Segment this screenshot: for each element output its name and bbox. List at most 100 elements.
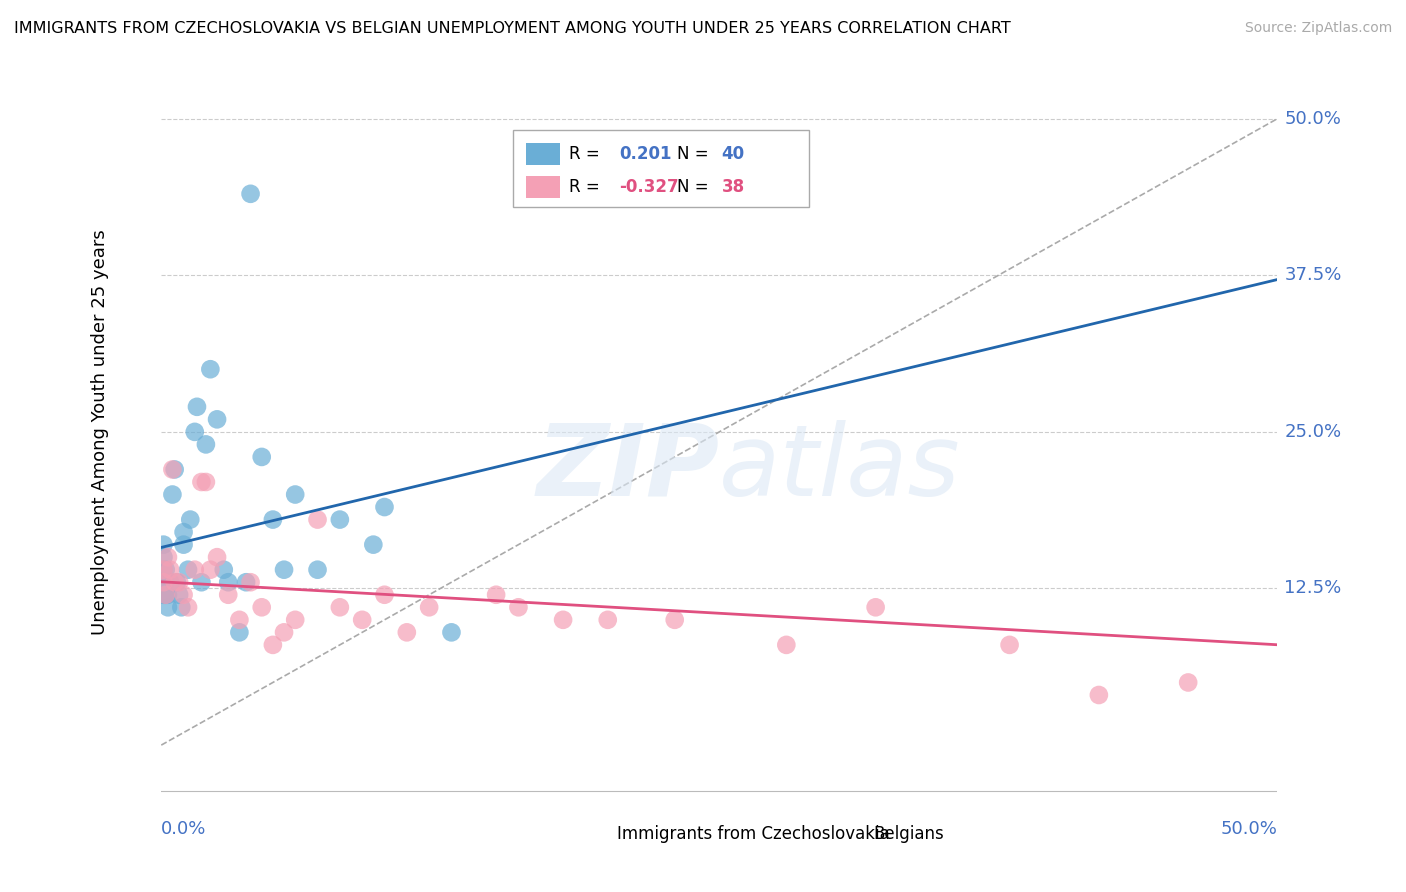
Point: [239, 186, 262, 201]
Point: [186, 400, 208, 414]
Point: [173, 538, 195, 552]
Point: [152, 588, 174, 602]
Point: [775, 638, 797, 652]
Text: -0.327: -0.327: [619, 178, 679, 196]
Point: [155, 588, 177, 602]
Point: [373, 500, 395, 514]
Text: 38: 38: [721, 178, 745, 196]
Text: N =: N =: [676, 178, 714, 196]
Point: [177, 563, 200, 577]
Point: [373, 588, 395, 602]
FancyBboxPatch shape: [513, 130, 808, 207]
Point: [1177, 675, 1199, 690]
Point: [194, 437, 217, 451]
Text: Immigrants from Czechoslovakia: Immigrants from Czechoslovakia: [617, 825, 890, 844]
Text: N =: N =: [676, 145, 714, 163]
Point: [184, 425, 207, 439]
Point: [167, 588, 190, 602]
Point: [194, 475, 217, 489]
Point: [166, 575, 188, 590]
Point: [152, 575, 174, 590]
Point: [159, 575, 181, 590]
Point: [190, 475, 212, 489]
Text: R =: R =: [568, 178, 605, 196]
Point: [352, 613, 374, 627]
Text: 37.5%: 37.5%: [1285, 266, 1341, 285]
Point: [170, 600, 193, 615]
Point: [155, 575, 177, 590]
Text: 40: 40: [721, 145, 745, 163]
Point: [190, 575, 212, 590]
Point: [217, 575, 239, 590]
Point: [329, 512, 352, 526]
Point: [664, 613, 686, 627]
Point: [156, 588, 179, 602]
Text: ZIP: ZIP: [536, 420, 720, 516]
Point: [418, 600, 440, 615]
Point: [551, 613, 574, 627]
Point: [212, 563, 235, 577]
Point: [508, 600, 530, 615]
Text: 0.201: 0.201: [619, 145, 672, 163]
Point: [228, 625, 250, 640]
Point: [177, 600, 200, 615]
Point: [179, 512, 201, 526]
Text: 12.5%: 12.5%: [1285, 580, 1341, 598]
Point: [284, 613, 307, 627]
Point: [596, 613, 619, 627]
Point: [162, 462, 184, 476]
Text: Unemployment Among Youth under 25 years: Unemployment Among Youth under 25 years: [91, 229, 108, 635]
Point: [307, 512, 329, 526]
Point: [440, 625, 463, 640]
Point: [250, 600, 273, 615]
Point: [273, 563, 295, 577]
Point: [205, 550, 228, 565]
Point: [167, 575, 190, 590]
Point: [329, 600, 352, 615]
Point: [1088, 688, 1111, 702]
Point: [363, 538, 385, 552]
Point: [155, 588, 177, 602]
Point: [865, 600, 887, 615]
Point: [262, 638, 284, 652]
Point: [998, 638, 1021, 652]
Point: [307, 563, 329, 577]
Point: [173, 588, 195, 602]
Text: 25.0%: 25.0%: [1285, 423, 1341, 441]
Point: [200, 563, 222, 577]
Point: [156, 550, 179, 565]
Text: Source: ZipAtlas.com: Source: ZipAtlas.com: [1244, 21, 1392, 35]
Point: [152, 575, 174, 590]
Point: [163, 575, 186, 590]
Text: 0.0%: 0.0%: [162, 821, 207, 838]
Point: [395, 625, 418, 640]
Text: IMMIGRANTS FROM CZECHOSLOVAKIA VS BELGIAN UNEMPLOYMENT AMONG YOUTH UNDER 25 YEAR: IMMIGRANTS FROM CZECHOSLOVAKIA VS BELGIA…: [14, 21, 1011, 36]
Point: [262, 512, 284, 526]
Point: [162, 487, 184, 501]
Text: atlas: atlas: [720, 420, 960, 516]
Point: [156, 600, 179, 615]
Point: [250, 450, 273, 464]
Point: [152, 538, 174, 552]
Text: 50.0%: 50.0%: [1220, 821, 1278, 838]
Point: [228, 613, 250, 627]
Point: [184, 563, 207, 577]
Text: R =: R =: [568, 145, 605, 163]
Point: [155, 563, 177, 577]
Point: [284, 487, 307, 501]
Point: [235, 575, 257, 590]
Point: [159, 563, 181, 577]
Point: [485, 588, 508, 602]
FancyBboxPatch shape: [526, 176, 560, 198]
Point: [217, 588, 239, 602]
Point: [163, 462, 186, 476]
Point: [273, 625, 295, 640]
Point: [152, 550, 174, 565]
Text: 50.0%: 50.0%: [1285, 110, 1341, 128]
Text: Belgians: Belgians: [873, 825, 945, 844]
FancyBboxPatch shape: [579, 826, 607, 844]
Point: [200, 362, 222, 376]
Point: [152, 563, 174, 577]
Point: [239, 575, 262, 590]
FancyBboxPatch shape: [526, 144, 560, 165]
